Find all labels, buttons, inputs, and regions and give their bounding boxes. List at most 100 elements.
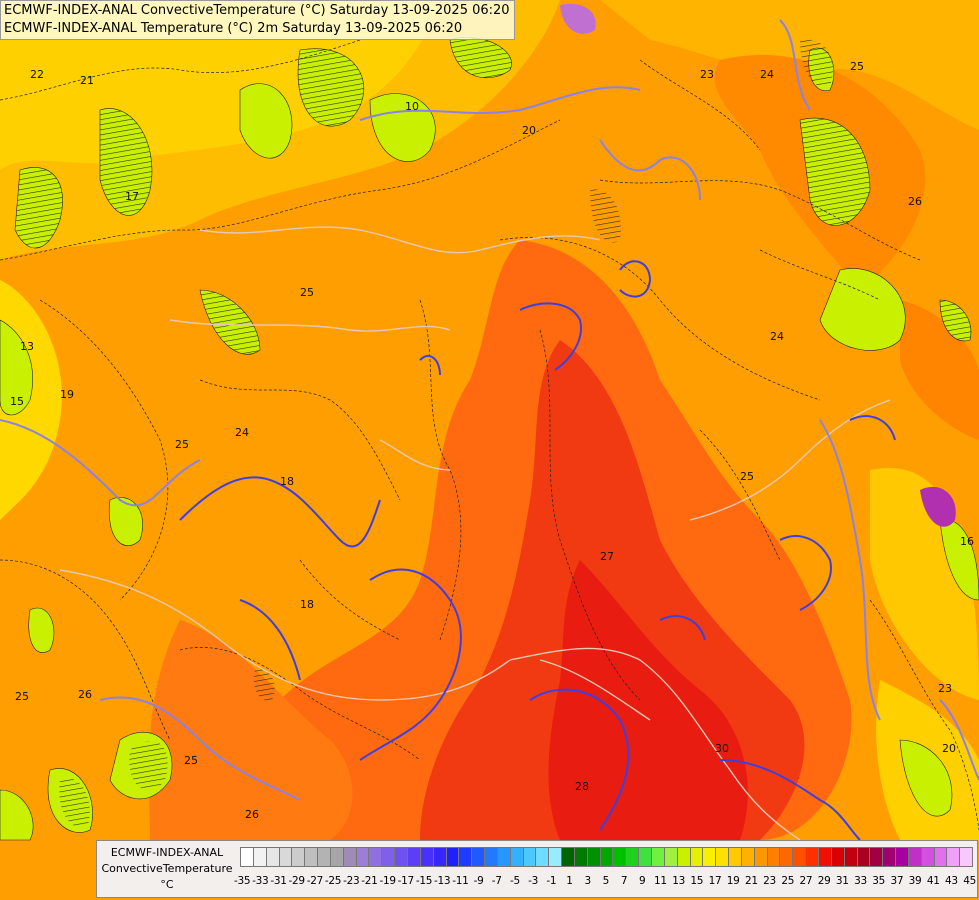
legend-swatch: [265, 847, 280, 867]
purple-hotspot-north: [560, 3, 596, 34]
contour-label: 15: [10, 395, 24, 408]
legend-swatch: [355, 847, 370, 867]
contour-label: 25: [740, 470, 754, 483]
legend-swatch: [959, 847, 974, 867]
legend-tick-label: 43: [945, 875, 958, 887]
legend-swatch: [278, 847, 293, 867]
contour-label: 20: [522, 124, 536, 137]
field-warm-sw: [148, 620, 353, 840]
legend-tick-label: 15: [690, 875, 704, 887]
legend-swatch: [676, 847, 691, 867]
legend-tick-label: -9: [473, 875, 484, 887]
legend-swatch: [419, 847, 434, 867]
contour-label: 25: [15, 690, 29, 703]
legend-swatch: [329, 847, 344, 867]
legend-tick-label: 45: [963, 875, 976, 887]
contour-label: 18: [300, 598, 314, 611]
contour-label: 18: [280, 475, 294, 488]
legend-title: ECMWF-INDEX-ANAL ConvectiveTemperature °…: [99, 845, 235, 893]
legend-tick-label: 39: [908, 875, 922, 887]
legend-swatch: [805, 847, 819, 867]
legend-tick-label: 35: [872, 875, 886, 887]
contour-value-labels: 22 21 20 19 18 17 16 15 23 24 25 26 27 3…: [10, 60, 974, 821]
contour-label: 27: [600, 550, 614, 563]
legend-swatch: [753, 847, 768, 867]
contour-label: 24: [235, 426, 249, 439]
legend-swatch: [740, 847, 755, 867]
legend-swatch: [368, 847, 383, 867]
contour-label: 26: [245, 808, 259, 821]
legend-swatch: [586, 847, 601, 867]
contour-label: 17: [125, 190, 139, 203]
legend-swatch: [869, 847, 884, 867]
legend-swatch: [599, 847, 614, 867]
legend-swatch: [920, 847, 935, 867]
legend-tick-label: -11: [452, 875, 469, 887]
legend-swatch: [907, 847, 922, 867]
contour-label: 30: [715, 742, 729, 755]
legend-model: ECMWF-INDEX-ANAL: [110, 846, 224, 859]
legend-swatch: [342, 847, 357, 867]
contour-label: 19: [60, 388, 74, 401]
map-title-box: ECMWF-INDEX-ANAL ConvectiveTemperature (…: [0, 0, 515, 40]
title-line-convective: ECMWF-INDEX-ANAL ConvectiveTemperature (…: [4, 3, 510, 18]
legend-tick-label: -13: [434, 875, 451, 887]
legend-swatch: [830, 847, 845, 867]
contour-label: 23: [938, 682, 952, 695]
legend-tick-label: 1: [566, 875, 573, 887]
legend-swatch: [715, 847, 730, 867]
legend-tick-label: -29: [288, 875, 306, 887]
legend-tick-label: -33: [252, 875, 269, 887]
purple-hotspot: [920, 486, 956, 527]
legend-tick-label: 5: [602, 875, 610, 887]
contour-label: 26: [78, 688, 92, 701]
border-lines: [59, 226, 891, 841]
isotherm-lines-violet: [0, 19, 979, 801]
legend-swatch: [663, 847, 678, 867]
legend-swatch: [933, 847, 948, 867]
legend-tick-label: 41: [926, 875, 940, 887]
legend-tick-label: 11: [654, 875, 667, 887]
legend-tick-label: 7: [620, 875, 628, 887]
legend-tick-label: -7: [491, 875, 502, 887]
legend-swatches: [240, 847, 974, 867]
legend-tick-label: -35: [233, 875, 251, 887]
contour-label: 22: [30, 68, 44, 81]
legend-swatch: [509, 847, 524, 867]
legend-tick-label: 33: [854, 875, 867, 887]
legend-swatch: [766, 847, 781, 867]
legend-swatch: [856, 847, 871, 867]
legend-swatch: [548, 847, 563, 867]
legend-tick-label: -25: [324, 875, 342, 887]
legend-tick-label: 29: [817, 875, 831, 887]
color-legend: ECMWF-INDEX-ANAL ConvectiveTemperature °…: [96, 840, 978, 898]
legend-swatch: [406, 847, 421, 867]
contour-label: 13: [20, 340, 34, 353]
legend-swatch: [651, 847, 665, 867]
contour-label: 20: [942, 742, 956, 755]
legend-swatch: [843, 847, 858, 867]
legend-tick-label: -23: [343, 875, 360, 887]
legend-swatch: [728, 847, 742, 867]
legend-swatch: [792, 847, 807, 867]
legend-tick-label: -31: [270, 875, 287, 887]
legend-swatch: [946, 847, 961, 867]
contour-label: 26: [908, 195, 922, 208]
contour-label: 25: [175, 438, 189, 451]
legend-tick-label: -15: [415, 875, 433, 887]
contour-label: 23: [700, 68, 714, 81]
hatched-patches: [15, 37, 971, 828]
legend-swatch: [291, 847, 306, 867]
legend-swatch: [779, 847, 794, 867]
legend-unit: °C: [160, 878, 174, 891]
legend-swatch: [445, 847, 460, 867]
contour-label: 16: [960, 535, 974, 548]
contour-label: 28: [575, 780, 589, 793]
contour-label: 24: [770, 330, 784, 343]
legend-swatch: [535, 847, 550, 867]
legend-swatch: [817, 847, 832, 867]
legend-swatch: [638, 847, 652, 867]
legend-swatch: [689, 847, 704, 867]
